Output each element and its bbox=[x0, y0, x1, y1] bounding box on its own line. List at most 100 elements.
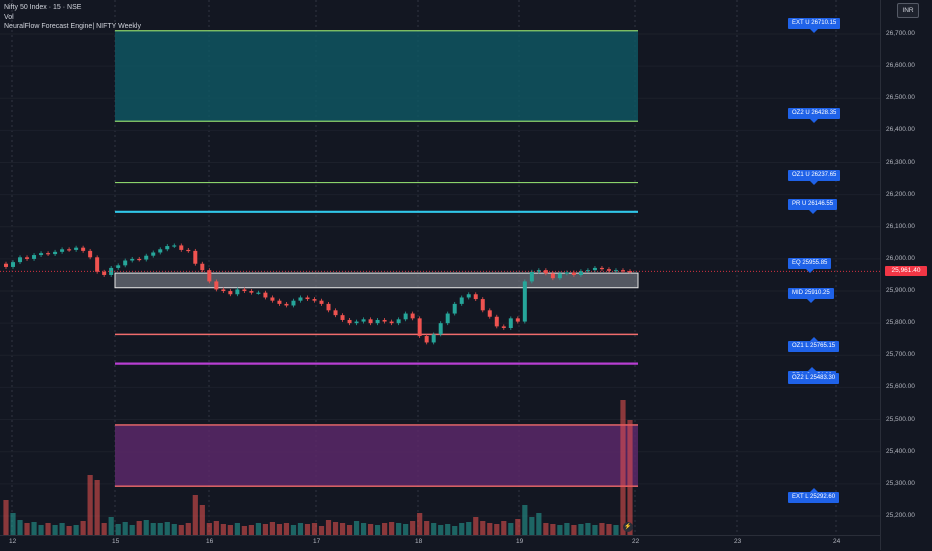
volume-legend[interactable]: Vol bbox=[4, 13, 14, 21]
equilibrium-band bbox=[114, 272, 639, 289]
candle-body bbox=[592, 267, 597, 271]
volume-bar bbox=[508, 523, 514, 535]
zone-label-mid[interactable]: MID 25910.25 bbox=[788, 287, 834, 303]
zone-label-text: EQ 25955.85 bbox=[792, 260, 828, 267]
time-tick-label: 16 bbox=[206, 538, 214, 545]
volume-bar bbox=[360, 523, 367, 535]
volume-bar bbox=[564, 523, 570, 535]
price-tick-label: 25,600.00 bbox=[886, 383, 915, 391]
volume-bar bbox=[164, 522, 170, 535]
candle-body bbox=[515, 318, 520, 322]
volume-bar bbox=[10, 513, 16, 535]
time-tick-label: 22 bbox=[632, 538, 640, 545]
price-tick-label: 26,600.00 bbox=[886, 62, 915, 70]
candle-body bbox=[368, 319, 373, 324]
volume-bar bbox=[578, 524, 584, 535]
candle-body bbox=[32, 255, 37, 259]
candle-body bbox=[200, 263, 205, 271]
candle-body bbox=[396, 319, 401, 324]
candle-body bbox=[326, 303, 331, 311]
candle-body bbox=[25, 257, 30, 259]
volume-bar bbox=[73, 525, 79, 535]
candle-body bbox=[599, 267, 604, 270]
candle-body bbox=[410, 313, 415, 319]
price-tick-label: 26,700.00 bbox=[886, 30, 915, 37]
candle-body bbox=[508, 318, 513, 328]
candle-body bbox=[277, 300, 282, 304]
candle-body bbox=[613, 270, 618, 272]
zone-label-text: MID 25910.25 bbox=[792, 289, 830, 296]
candle-body bbox=[242, 289, 247, 292]
currency-button[interactable]: INR bbox=[897, 3, 919, 18]
volume-bar bbox=[529, 517, 535, 535]
volume-bar bbox=[613, 525, 619, 535]
volume-bar bbox=[192, 495, 198, 535]
zone-label-oz2-u[interactable]: OZ2 U 26428.35 bbox=[788, 108, 841, 124]
volume-bar bbox=[389, 522, 395, 535]
volume-bar bbox=[80, 521, 86, 535]
candle-body bbox=[228, 291, 233, 295]
candle-body bbox=[39, 253, 44, 256]
candle-body bbox=[403, 313, 408, 320]
price-tick-label: 26,200.00 bbox=[886, 190, 915, 198]
time-tick-label: 15 bbox=[112, 538, 120, 545]
candle-body bbox=[214, 281, 219, 290]
candle-body bbox=[620, 270, 625, 272]
candle-body bbox=[60, 249, 65, 252]
tradingview-logo-icon[interactable]: ⚡ bbox=[623, 522, 633, 532]
candle-body bbox=[291, 300, 296, 306]
volume-bar bbox=[31, 522, 37, 535]
candle-body bbox=[102, 271, 107, 275]
volume-bar bbox=[353, 521, 360, 535]
volume-bar bbox=[571, 525, 577, 535]
volume-bar bbox=[473, 517, 479, 535]
candle-body bbox=[417, 318, 422, 337]
volume-bar bbox=[431, 523, 437, 535]
candle-body bbox=[543, 270, 548, 274]
zone-label-oz2-l[interactable]: OZ2 L 25483.30 bbox=[788, 368, 840, 384]
price-tick-label: 25,700.00 bbox=[886, 351, 915, 359]
zone-label-oz1-l[interactable]: OZ1 L 25765.15 bbox=[788, 337, 840, 353]
candle-body bbox=[18, 257, 23, 263]
zone-label-oz1-u[interactable]: OZ1 U 26237.65 bbox=[788, 169, 841, 185]
volume-bar bbox=[480, 521, 486, 535]
candle-body bbox=[151, 252, 156, 256]
candle-body bbox=[186, 249, 191, 252]
volume-bar bbox=[248, 525, 254, 535]
volume-bar bbox=[136, 521, 142, 535]
volume-bar bbox=[515, 519, 521, 535]
volume-bar bbox=[522, 505, 528, 535]
volume-bar bbox=[606, 524, 612, 535]
indicator-legend[interactable]: NeuralFlow Forecast Engine| NIFTY Weekly bbox=[4, 23, 141, 30]
zone-label-eq[interactable]: EQ 25955.85 bbox=[788, 258, 832, 274]
candle-body bbox=[284, 303, 289, 306]
volume-bar bbox=[599, 523, 605, 535]
candle-body bbox=[207, 270, 212, 282]
time-axis[interactable] bbox=[0, 535, 880, 551]
caret-down-icon bbox=[808, 209, 817, 214]
volume-bar bbox=[424, 521, 430, 535]
zone-label-text: OZ2 L 25483.30 bbox=[792, 374, 836, 381]
caret-up-icon bbox=[807, 366, 816, 371]
zone-label-pr-u[interactable]: PR U 26146.55 bbox=[788, 198, 838, 214]
chart-legend: Nifty 50 Index · 15 · NSE Vol NeuralFlow… bbox=[4, 3, 141, 32]
time-tick-label: 18 bbox=[415, 538, 423, 545]
symbol-title[interactable]: Nifty 50 Index · 15 · NSE bbox=[4, 4, 82, 11]
volume-bar bbox=[129, 525, 135, 535]
volume-bar bbox=[627, 420, 633, 535]
volume-bar bbox=[304, 524, 311, 535]
volume-bar bbox=[445, 524, 451, 535]
time-tick-label: 19 bbox=[516, 538, 524, 545]
zone-label-ext-l[interactable]: EXT L 25292.60 bbox=[788, 488, 840, 504]
zone-label-ext-u[interactable]: EXT U 26710.15 bbox=[788, 17, 841, 33]
zone-label-text: OZ1 L 25765.15 bbox=[792, 343, 836, 350]
caret-down-icon bbox=[806, 298, 815, 303]
volume-bar bbox=[276, 524, 283, 535]
price-chart[interactable] bbox=[0, 0, 880, 535]
candle-body bbox=[179, 245, 184, 250]
price-tick-label: 25,300.00 bbox=[886, 479, 915, 487]
candle-body bbox=[221, 289, 226, 292]
candle-body bbox=[501, 326, 506, 328]
volume-bar bbox=[311, 523, 318, 535]
volume-bar bbox=[452, 526, 458, 535]
